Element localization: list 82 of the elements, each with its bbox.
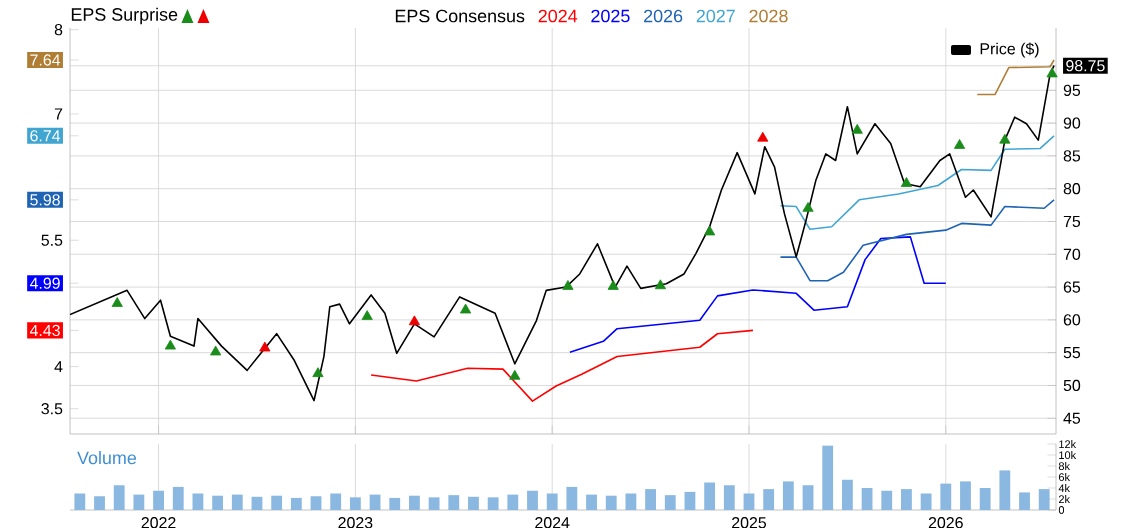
bar <box>172 486 184 510</box>
text: 2025 <box>591 9 630 23</box>
bar <box>586 494 597 510</box>
bar <box>349 497 361 510</box>
point <box>312 367 324 378</box>
bar <box>861 488 873 510</box>
point <box>1046 67 1058 78</box>
bar <box>428 497 440 510</box>
bar <box>290 497 302 510</box>
bar <box>1038 489 1050 510</box>
bar <box>625 493 637 510</box>
point <box>851 123 863 134</box>
bar <box>664 495 676 510</box>
bar <box>999 470 1011 510</box>
point <box>259 341 271 352</box>
bar <box>153 490 164 510</box>
text: EPS Surprise <box>71 7 178 25</box>
bar <box>822 445 834 510</box>
line-series <box>70 64 1055 402</box>
point <box>954 139 966 149</box>
bar <box>684 491 696 510</box>
text: 2027 <box>696 9 735 23</box>
bar <box>605 495 617 510</box>
bar <box>271 495 283 510</box>
point <box>900 177 913 187</box>
bar <box>468 496 479 510</box>
point <box>999 133 1011 144</box>
bar <box>723 485 735 510</box>
bar <box>645 489 656 510</box>
bar <box>113 485 125 510</box>
point <box>704 225 716 236</box>
bar <box>881 490 893 510</box>
bar <box>546 493 558 510</box>
bar <box>802 485 814 510</box>
bar <box>960 481 971 510</box>
point <box>654 279 666 290</box>
bar <box>212 495 224 510</box>
bar <box>330 493 342 510</box>
bar <box>409 495 420 510</box>
bar <box>782 481 794 510</box>
bar <box>389 497 401 510</box>
point <box>757 131 769 142</box>
bar <box>310 496 322 510</box>
bar <box>704 482 716 510</box>
point <box>509 369 521 380</box>
point <box>802 201 814 212</box>
bar <box>920 493 932 510</box>
bar <box>1019 492 1030 510</box>
bar <box>566 486 578 510</box>
point <box>164 339 176 350</box>
bar <box>74 493 86 510</box>
point <box>111 297 123 307</box>
point <box>562 280 574 290</box>
text: 2028 <box>749 9 788 23</box>
point <box>361 310 373 320</box>
point <box>460 303 472 314</box>
line-series <box>569 236 947 354</box>
bar <box>507 494 519 510</box>
point <box>210 345 222 356</box>
bar <box>369 494 381 510</box>
bar <box>527 490 538 510</box>
chart-title: Volume <box>77 451 137 465</box>
bar <box>979 488 991 510</box>
bar <box>231 494 243 510</box>
bar <box>763 489 775 510</box>
bar <box>901 489 912 510</box>
text: EPS Consensus <box>395 9 525 23</box>
bar <box>841 479 853 510</box>
bar <box>487 497 499 510</box>
bar <box>133 494 145 510</box>
point <box>408 315 420 326</box>
bar <box>940 483 952 510</box>
line-series <box>370 329 754 402</box>
text: 2024 <box>538 9 578 23</box>
line-series <box>976 59 1055 96</box>
line-series <box>779 135 1055 231</box>
point <box>607 280 619 290</box>
bar <box>251 496 263 510</box>
bar <box>94 496 105 510</box>
text: 2026 <box>644 9 683 23</box>
line-series <box>779 199 1055 282</box>
bar <box>448 495 460 510</box>
